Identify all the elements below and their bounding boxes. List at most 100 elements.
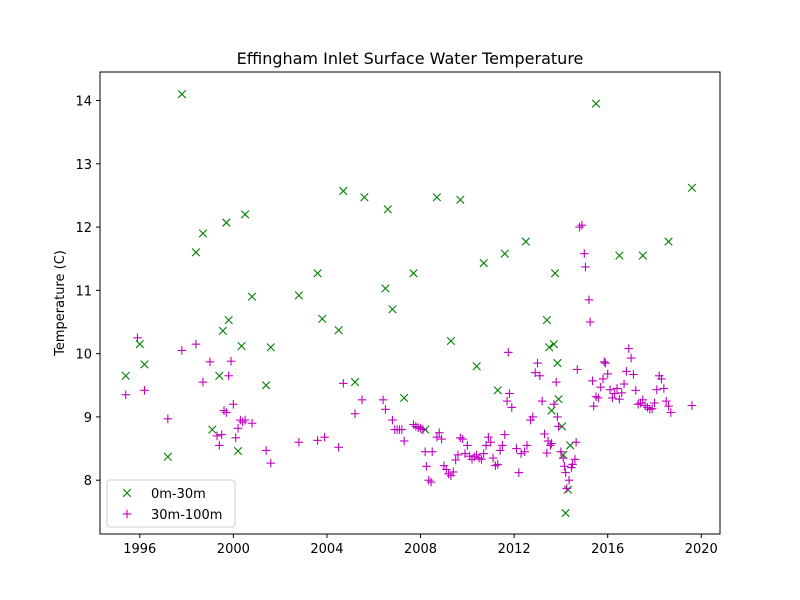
data-point-plus-marker xyxy=(581,262,590,272)
data-point-plus-marker xyxy=(422,461,431,471)
data-point-plus-marker xyxy=(488,453,498,463)
data-point-plus-marker xyxy=(540,429,549,439)
data-point-x-marker xyxy=(313,269,322,278)
data-point-x-marker xyxy=(237,341,246,351)
data-point-plus-marker xyxy=(399,436,409,446)
data-point-plus-marker xyxy=(215,441,224,450)
y-tick-label: 14 xyxy=(75,94,92,109)
data-point-plus-marker xyxy=(460,449,470,458)
y-tick-label: 11 xyxy=(75,284,92,299)
data-point-x-marker xyxy=(472,362,481,371)
data-point-plus-marker xyxy=(588,376,597,386)
data-point-plus-marker xyxy=(570,455,580,464)
data-point-plus-marker xyxy=(564,475,574,485)
x-tick-label: 1996 xyxy=(123,542,156,557)
data-point-x-marker xyxy=(121,371,130,380)
data-point-plus-marker xyxy=(426,477,436,487)
legend-box xyxy=(106,479,236,528)
data-point-plus-marker xyxy=(226,356,236,366)
data-point-plus-marker xyxy=(493,460,503,469)
data-point-plus-marker xyxy=(222,408,231,417)
y-tick-label: 10 xyxy=(75,348,92,363)
data-point-plus-marker xyxy=(661,396,671,406)
data-point-x-marker xyxy=(553,358,562,368)
data-point-plus-marker xyxy=(522,441,532,450)
data-point-plus-marker xyxy=(191,339,201,349)
plot-frame xyxy=(99,71,721,535)
data-point-x-marker xyxy=(432,193,442,202)
data-point-plus-marker xyxy=(451,455,460,465)
data-point-plus-marker xyxy=(500,430,510,439)
data-point-plus-marker xyxy=(560,461,569,471)
data-point-x-marker xyxy=(521,237,531,246)
data-point-plus-marker xyxy=(551,377,561,387)
data-point-plus-marker xyxy=(619,379,629,389)
data-point-plus-marker xyxy=(585,317,595,327)
data-point-x-marker xyxy=(549,339,559,349)
data-point-plus-marker xyxy=(463,441,472,450)
y-tick-label: 9 xyxy=(84,411,92,426)
data-point-plus-marker xyxy=(626,353,636,363)
data-point-plus-marker xyxy=(608,393,617,403)
data-point-plus-marker xyxy=(441,465,451,474)
data-point-x-marker xyxy=(383,205,392,214)
data-point-x-marker xyxy=(545,343,554,352)
y-axis-label: Temperature (C) xyxy=(53,250,68,357)
data-point-plus-marker xyxy=(528,412,538,422)
data-point-plus-marker xyxy=(516,449,526,458)
data-point-plus-marker xyxy=(229,399,238,409)
data-point-plus-marker xyxy=(520,447,529,457)
data-point-plus-marker xyxy=(530,368,540,377)
data-point-plus-marker xyxy=(177,346,187,355)
data-point-x-marker xyxy=(177,89,187,99)
data-point-plus-marker xyxy=(140,386,149,395)
data-point-plus-marker xyxy=(479,449,488,458)
data-point-plus-marker xyxy=(495,446,505,455)
data-point-x-marker xyxy=(550,269,560,278)
data-point-plus-marker xyxy=(514,468,524,477)
data-point-plus-marker xyxy=(507,403,517,412)
data-point-x-marker xyxy=(215,371,224,380)
data-point-plus-marker xyxy=(603,369,612,379)
data-points xyxy=(121,89,697,518)
data-point-plus-marker xyxy=(313,436,322,445)
data-point-plus-marker xyxy=(121,390,131,400)
data-point-plus-marker xyxy=(198,377,208,387)
data-point-plus-marker xyxy=(397,425,407,434)
data-point-plus-marker xyxy=(580,249,589,258)
data-point-plus-marker xyxy=(339,379,348,388)
data-point-x-marker xyxy=(218,326,228,336)
data-point-x-marker xyxy=(240,210,250,219)
data-point-x-marker xyxy=(381,284,390,293)
x-tick-label: 2012 xyxy=(498,542,531,557)
data-point-plus-marker xyxy=(601,358,610,368)
data-point-x-marker xyxy=(399,393,409,403)
data-point-plus-marker xyxy=(378,395,388,405)
data-point-plus-marker xyxy=(629,370,638,379)
data-point-plus-marker xyxy=(481,441,491,450)
data-point-plus-marker xyxy=(647,404,657,413)
data-point-plus-marker xyxy=(261,446,271,455)
y-tick-label: 12 xyxy=(75,221,92,236)
data-point-plus-marker xyxy=(612,384,622,393)
data-point-plus-marker xyxy=(427,447,437,457)
data-point-plus-marker xyxy=(605,385,615,395)
data-point-plus-marker xyxy=(217,430,226,439)
data-point-x-marker xyxy=(222,218,231,227)
data-point-plus-marker xyxy=(418,425,428,434)
data-point-plus-marker xyxy=(659,384,669,393)
data-point-plus-marker xyxy=(434,428,444,438)
data-point-plus-marker xyxy=(231,433,240,443)
data-point-x-marker xyxy=(198,229,208,238)
data-point-plus-marker xyxy=(212,431,222,441)
data-point-plus-marker xyxy=(381,405,390,414)
data-point-plus-marker xyxy=(350,409,360,419)
data-point-plus-marker xyxy=(638,395,648,405)
data-point-plus-marker xyxy=(584,295,594,305)
data-point-plus-marker xyxy=(266,458,276,468)
data-point-plus-marker xyxy=(224,371,233,381)
data-point-plus-marker xyxy=(589,401,598,411)
data-point-plus-marker xyxy=(163,414,173,424)
data-point-plus-marker xyxy=(554,422,563,431)
